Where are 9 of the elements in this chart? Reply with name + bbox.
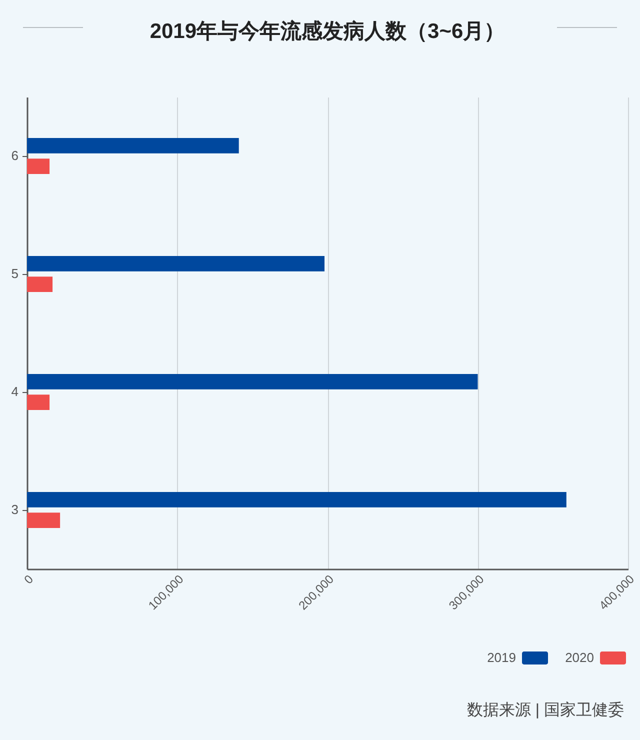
chart-title: 2019年与今年流感发病人数（3~6月） xyxy=(150,19,506,43)
source-note: 数据来源 | 国家卫健委 xyxy=(466,700,624,721)
y-tick-label: 5 xyxy=(11,266,18,281)
y-tick-label: 3 xyxy=(11,502,18,517)
y-tick-label: 6 xyxy=(11,148,18,163)
y-tick-label: 4 xyxy=(11,384,18,399)
x-tick-label: 0 xyxy=(21,572,36,587)
legend-label: 2020 xyxy=(565,650,594,665)
legend-label: 2019 xyxy=(487,650,516,665)
